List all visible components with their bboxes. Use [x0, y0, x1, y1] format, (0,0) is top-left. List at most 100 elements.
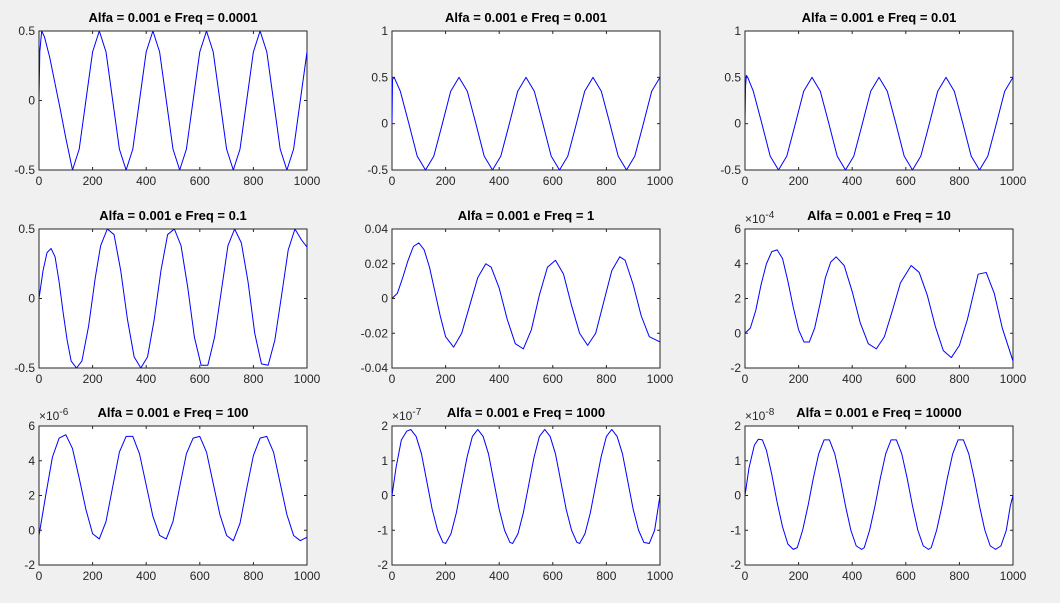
subplot-title: Alfa = 0.001 e Freq = 1000 [447, 405, 605, 420]
plot-area [391, 30, 661, 171]
x-tick-label: 400 [489, 174, 509, 188]
x-tick-label: 600 [190, 372, 210, 386]
subplot-title: Alfa = 0.001 e Freq = 0.1 [99, 208, 246, 223]
x-tick-label: 0 [389, 372, 396, 386]
y-tick-label: 0.02 [365, 257, 389, 271]
x-tick-label: 600 [896, 372, 916, 386]
series-line [39, 229, 307, 368]
x-tick-label: 800 [243, 569, 263, 583]
x-tick-label: 1000 [647, 372, 674, 386]
y-tick-label: -1 [730, 523, 741, 537]
series-line [392, 428, 660, 544]
x-tick-label: 400 [136, 174, 156, 188]
y-tick-label: 1 [734, 454, 741, 468]
x-tick-label: 800 [949, 174, 969, 188]
y-tick-label: 2 [28, 489, 35, 503]
y-exponent-label: ×10-8 [745, 407, 775, 423]
y-exponent-label: ×10-4 [745, 210, 775, 226]
y-tick-label: -2 [377, 558, 388, 572]
x-tick-label: 0 [742, 372, 749, 386]
y-tick-label: -0.5 [14, 163, 35, 177]
x-tick-label: 1000 [294, 372, 321, 386]
y-tick-label: 0 [381, 117, 388, 131]
y-exponent-label: ×10-6 [39, 407, 69, 423]
x-tick-label: 400 [489, 569, 509, 583]
x-tick-label: 1000 [647, 569, 674, 583]
plot-area [391, 425, 661, 566]
y-tick-label: -0.04 [361, 361, 389, 375]
y-tick-label: -2 [730, 558, 741, 572]
x-tick-label: 1000 [1000, 174, 1027, 188]
subplot-title: Alfa = 0.001 e Freq = 0.001 [445, 10, 607, 25]
x-tick-label: 800 [596, 372, 616, 386]
y-tick-label: -0.5 [14, 361, 35, 375]
x-tick-label: 600 [190, 569, 210, 583]
subplot-title: Alfa = 0.001 e Freq = 0.0001 [88, 10, 257, 25]
y-exponent-label: ×10-7 [392, 407, 422, 423]
x-tick-label: 600 [896, 174, 916, 188]
y-tick-label: 0 [381, 292, 388, 306]
y-tick-label: 0 [381, 489, 388, 503]
x-tick-label: 1000 [1000, 372, 1027, 386]
x-tick-label: 800 [596, 569, 616, 583]
y-tick-label: 4 [28, 454, 35, 468]
x-tick-label: 0 [389, 569, 396, 583]
plot-area [38, 228, 308, 369]
y-tick-label: 2 [381, 419, 388, 433]
y-tick-label: 1 [381, 24, 388, 38]
y-tick-label: -0.02 [361, 326, 389, 340]
x-tick-label: 400 [842, 569, 862, 583]
series-line [39, 31, 307, 170]
series-line [745, 74, 1013, 170]
x-tick-label: 0 [36, 569, 43, 583]
x-tick-label: 200 [83, 174, 103, 188]
x-tick-label: 1000 [294, 174, 321, 188]
y-tick-label: 2 [734, 292, 741, 306]
x-tick-label: 0 [36, 174, 43, 188]
subplot-5: 0 200 400 600 800 1000 -0.04 -0.02 0 0.02 0.04 Alfa… [361, 208, 674, 386]
x-tick-label: 400 [136, 372, 156, 386]
x-tick-label: 200 [789, 569, 809, 583]
y-tick-label: 0 [734, 326, 741, 340]
series-line [392, 242, 660, 350]
series-line [745, 438, 1013, 550]
x-tick-label: 400 [489, 372, 509, 386]
series-line [392, 76, 660, 170]
x-tick-label: 200 [436, 569, 456, 583]
subplot-8: 0 200 400 600 800 1000 -2 -1 0 1 2 ×10-7 Alfa = 0.00… [377, 405, 673, 583]
plot-area [38, 425, 308, 566]
x-tick-label: 800 [949, 372, 969, 386]
x-tick-label: 800 [949, 569, 969, 583]
x-tick-label: 400 [842, 174, 862, 188]
x-tick-label: 800 [596, 174, 616, 188]
x-tick-label: 200 [789, 174, 809, 188]
x-tick-label: 400 [842, 372, 862, 386]
y-tick-label: 1 [734, 24, 741, 38]
subplot-title: Alfa = 0.001 e Freq = 10 [807, 208, 951, 223]
series-line [745, 249, 1013, 362]
series-line [39, 434, 307, 542]
y-tick-label: 2 [734, 419, 741, 433]
y-tick-label: 1 [381, 454, 388, 468]
x-tick-label: 0 [389, 174, 396, 188]
x-tick-label: 1000 [1000, 569, 1027, 583]
y-tick-label: 0 [734, 117, 741, 131]
x-tick-label: 200 [83, 372, 103, 386]
x-tick-label: 200 [83, 569, 103, 583]
y-tick-label: -2 [24, 558, 35, 572]
subplot-title: Alfa = 0.001 e Freq = 1 [458, 208, 595, 223]
subplot-title: Alfa = 0.001 e Freq = 100 [97, 405, 248, 420]
y-tick-label: -1 [377, 523, 388, 537]
y-tick-label: 0.5 [724, 70, 741, 84]
x-tick-label: 200 [436, 174, 456, 188]
y-tick-label: 0 [734, 489, 741, 503]
y-tick-label: 6 [28, 419, 35, 433]
y-tick-label: 4 [734, 257, 741, 271]
y-tick-label: 0 [28, 94, 35, 108]
